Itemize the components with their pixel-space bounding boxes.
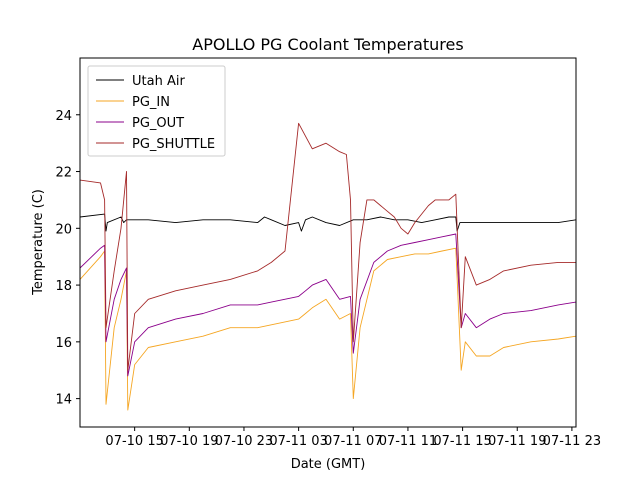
- legend-label: PG_OUT: [132, 116, 184, 131]
- legend-label: PG_SHUTTLE: [132, 137, 215, 152]
- y-tick-label: 22: [55, 166, 72, 181]
- legend: Utah Air PG_IN PG_OUT PG_SHUTTLE: [87, 65, 226, 157]
- y-tick-label: 16: [55, 336, 72, 351]
- legend-label: Utah Air: [132, 74, 185, 89]
- series-line-pg-out: [80, 233, 576, 377]
- plot-frame: [79, 57, 577, 428]
- x-tick-label: 07-11 19: [488, 434, 546, 449]
- plot-area: [80, 122, 576, 411]
- x-tick-label: 07-11 15: [433, 434, 491, 449]
- x-tick-label: 07-10 15: [105, 434, 163, 449]
- x-tick-label: 07-11 07: [324, 434, 382, 449]
- y-tick-label: 18: [55, 279, 72, 294]
- x-tick-label: 07-11 03: [269, 434, 327, 449]
- x-axis-label: Date (GMT): [291, 457, 366, 472]
- y-axis-label: Temperature (C): [31, 189, 46, 296]
- y-tick-label: 20: [55, 222, 72, 237]
- legend-box: [87, 65, 226, 157]
- x-tick-label: 07-10 23: [215, 434, 273, 449]
- y-tick-label: 24: [55, 109, 72, 124]
- chart-title: APOLLO PG Coolant Temperatures: [192, 35, 463, 54]
- x-tick-label: 07-10 19: [160, 434, 218, 449]
- legend-label: PG_IN: [132, 95, 170, 110]
- y-axis: 14 16 18 20 22 24: [55, 109, 80, 408]
- x-tick-label: 07-11 23: [543, 434, 601, 449]
- series-line-pg-shuttle: [80, 122, 576, 371]
- x-tick-label: 07-11 11: [379, 434, 437, 449]
- y-tick-label: 14: [55, 393, 72, 408]
